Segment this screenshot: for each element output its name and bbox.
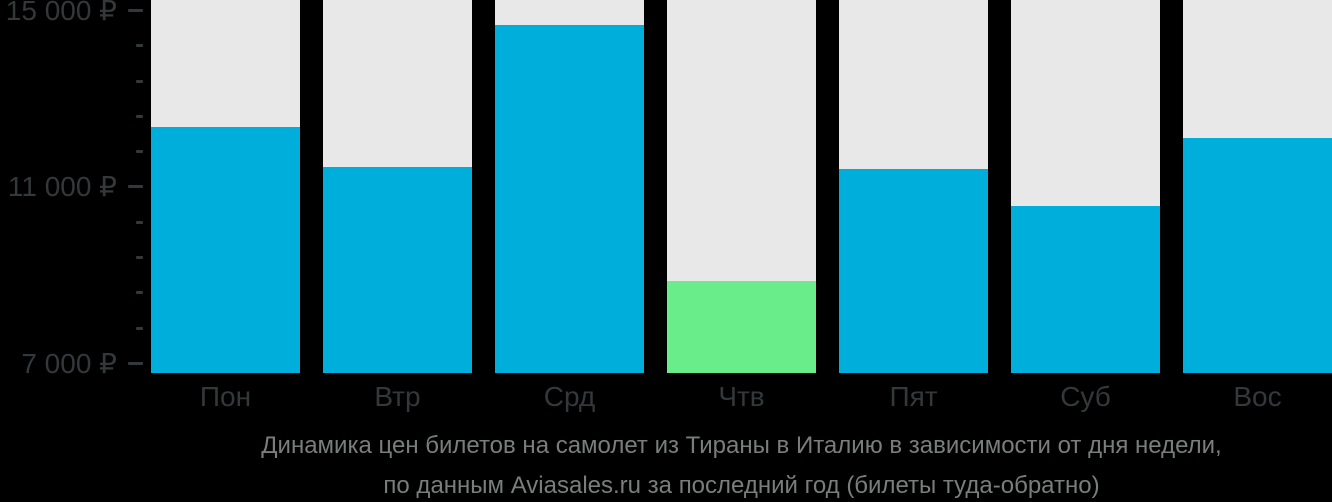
y-minor-tick: [136, 256, 143, 260]
bar-fill-Суб: [1011, 206, 1160, 373]
bar-fill-Вос: [1183, 137, 1332, 373]
y-tick-mark: [128, 185, 143, 188]
bar-column-Вос: [1183, 0, 1332, 373]
bar-columns: [151, 0, 1332, 373]
x-label-Чтв: Чтв: [718, 381, 765, 412]
x-label-Пят: Пят: [889, 381, 938, 412]
y-tick-label-11000: 11 000 ₽: [0, 171, 143, 203]
bar-column-Чтв: [667, 0, 816, 373]
y-minor-tick: [136, 114, 143, 118]
bar-column-Пят: [839, 0, 988, 373]
x-label-Срд: Срд: [543, 381, 596, 412]
y-minor-tick: [136, 220, 143, 224]
y-tick-text: 7 000 ₽: [21, 347, 117, 379]
bar-fill-Втр: [323, 166, 472, 373]
bar-column-Срд: [495, 0, 644, 373]
y-tick-mark: [128, 361, 143, 365]
bar-fill-Чтв: [667, 281, 816, 373]
x-label-Суб: Суб: [1060, 381, 1111, 412]
y-tick-label-15000: 15 000 ₽: [0, 0, 143, 26]
caption-line-2: по данным Aviasales.ru за последний год …: [383, 472, 1100, 499]
chart-caption: Динамика цен билетов на самолет из Тиран…: [151, 426, 1332, 502]
bar-fill-Пят: [839, 168, 988, 373]
y-minor-tick: [136, 291, 143, 295]
y-axis: 15 000 ₽ 11 000 ₽ 7 000 ₽: [0, 0, 151, 379]
x-label-Втр: Втр: [374, 381, 421, 412]
x-label-Вос: Вос: [1233, 381, 1282, 412]
y-minor-tick: [136, 79, 143, 83]
bar-column-Пон: [151, 0, 300, 373]
bar-fill-Срд: [495, 25, 644, 373]
bar-column-Втр: [323, 0, 472, 373]
x-axis: Пон Втр Срд Чтв Пят Суб Вос: [151, 380, 1332, 414]
plot-area: 15 000 ₽ 11 000 ₽ 7 000 ₽: [0, 0, 1332, 379]
x-label-Пон: Пон: [199, 381, 252, 412]
bar-fill-Пон: [151, 126, 300, 373]
y-tick-text: 15 000 ₽: [5, 0, 117, 26]
y-minor-tick: [136, 44, 143, 48]
y-tick-text: 11 000 ₽: [7, 171, 117, 202]
y-minor-tick: [136, 326, 143, 330]
caption-line-1: Динамика цен билетов на самолет из Тиран…: [261, 432, 1222, 459]
y-tick-label-7000: 7 000 ₽: [0, 347, 143, 379]
y-minor-tick: [136, 150, 143, 154]
bar-column-Суб: [1011, 0, 1160, 373]
y-tick-mark: [128, 8, 143, 12]
